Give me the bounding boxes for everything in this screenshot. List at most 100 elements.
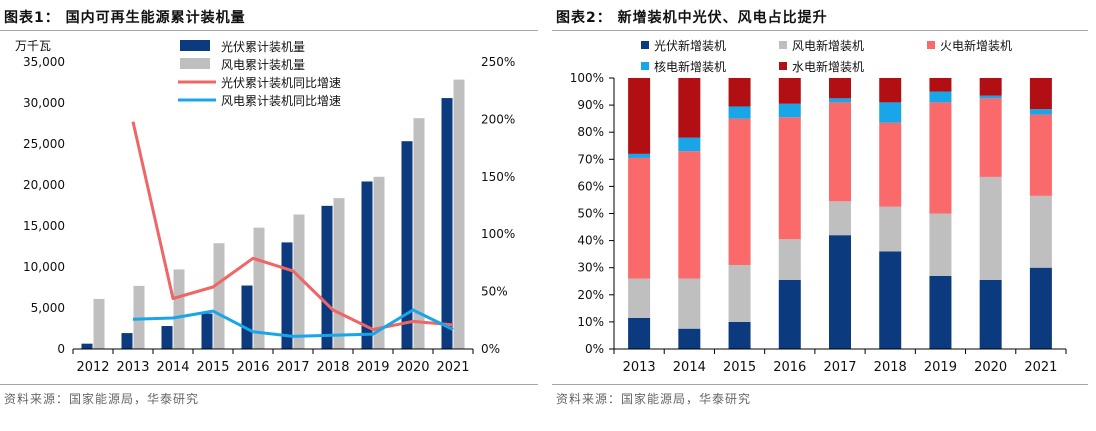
wind-bar: [213, 243, 225, 349]
solar-share-bar: [778, 279, 801, 349]
wind-share-bar: [728, 264, 751, 322]
wind-bar: [133, 285, 145, 349]
nuclear-share-bar: [929, 91, 952, 103]
wind-share-bar: [678, 278, 701, 329]
new-capacity-share-panel: 图表2： 新增装机中光伏、风电占比提升 0% 10% 20% 30% 40% 50% 60%…: [552, 0, 1096, 431]
hydro-share-bar: [728, 78, 751, 107]
y-tick-label: 70%: [577, 152, 604, 166]
wind-bar: [373, 176, 385, 349]
right-y-tick-label: 150%: [481, 170, 515, 184]
nuclear-share-bar: [628, 153, 651, 158]
thermal-share-bar: [678, 151, 701, 279]
wind-growth-line: [132, 308, 454, 338]
right-y-tick-label: 200%: [481, 112, 515, 126]
hydro-share-bar: [778, 78, 801, 104]
new-capacity-share-chart: 0% 10% 20% 30% 40% 50% 60% 70% 80% 90% 100% 2013 201…: [570, 38, 1067, 375]
hydro-share-bar: [879, 78, 902, 103]
thermal-share-bar: [829, 102, 851, 202]
x-tick-label: 2018: [316, 360, 349, 375]
x-tick-label: 2013: [623, 360, 656, 375]
x-tick-label: 2020: [974, 360, 1007, 375]
nuclear-share-bar: [879, 102, 902, 123]
wind-share-bar: [879, 206, 902, 252]
wind-bar: [253, 227, 265, 349]
legend-swatch: [927, 41, 935, 49]
installed-capacity-panel: 图表1： 国内可再生能源累计装机量 万千瓦 0 5,000 10,000 15,000 2…: [0, 0, 546, 431]
legend-swatch: [779, 41, 787, 49]
nuclear-share-bar: [1029, 109, 1052, 115]
thermal-share-bar: [778, 117, 801, 240]
solar-bar: [361, 181, 373, 349]
hydro-share-bar: [829, 78, 851, 99]
x-tick-label: 2015: [196, 360, 229, 375]
x-tick-label: 2016: [236, 360, 269, 375]
legend-label: 风电新增装机: [792, 38, 864, 53]
thermal-share-bar: [728, 118, 751, 265]
wind-share-bar: [979, 176, 1002, 280]
installed-capacity-chart: 万千瓦 0 5,000 10,000 15,000 20,000 25,000 30,000 3…: [15, 39, 515, 375]
left-y-tick-label: 15,000: [23, 219, 65, 233]
solar-share-bar: [1029, 267, 1052, 349]
y-tick-label: 80%: [577, 125, 604, 139]
solar-share-bar: [829, 235, 851, 349]
x-tick-label: 2019: [356, 360, 389, 375]
nuclear-share-bar: [829, 98, 851, 103]
solar-share-bar: [929, 275, 952, 349]
solar-bar: [321, 205, 333, 349]
thermal-share-bar: [979, 98, 1002, 177]
thermal-share-bar: [929, 102, 952, 214]
solar-bar: [121, 333, 133, 349]
y-tick-label: 40%: [577, 234, 604, 248]
legend-swatch: [180, 40, 210, 51]
legend-swatch: [641, 62, 649, 70]
left-y-tick-label: 30,000: [23, 96, 65, 110]
legend-label: 光伏累计装机量: [221, 40, 305, 54]
x-tick-label: 2018: [874, 360, 907, 375]
x-tick-label: 2020: [396, 360, 429, 375]
legend-swatch: [779, 62, 787, 70]
left-y-tick-label: 35,000: [23, 55, 65, 69]
left-chart-title: 图表1： 国内可再生能源累计装机量: [4, 10, 246, 26]
left-y-tick-label: 25,000: [23, 137, 65, 151]
wind-share-bar: [628, 278, 651, 318]
wind-share-bar: [778, 239, 801, 280]
x-tick-label: 2013: [116, 360, 149, 375]
solar-share-bar: [678, 328, 701, 349]
solar-bar: [161, 326, 173, 349]
thermal-share-bar: [1029, 114, 1052, 196]
x-tick-label: 2021: [1024, 360, 1057, 375]
wind-bar: [93, 298, 105, 349]
x-tick-label: 2017: [823, 360, 856, 375]
nuclear-share-bar: [979, 95, 1002, 99]
legend-label: 光伏累计装机同比增速: [221, 76, 341, 90]
wind-bar: [173, 269, 185, 349]
right-y-tick-label: 50%: [481, 285, 508, 299]
solar-bar: [401, 141, 413, 349]
nuclear-share-bar: [678, 137, 701, 152]
left-y-tick-label: 10,000: [23, 260, 65, 274]
x-tick-label: 2017: [276, 360, 309, 375]
left-source-divider: [0, 384, 538, 385]
thermal-share-bar: [628, 157, 651, 279]
x-tick-label: 2012: [76, 360, 109, 375]
legend-label: 火电新增装机: [940, 38, 1012, 53]
wind-bar: [333, 198, 345, 349]
right-chart-title: 图表2： 新增装机中光伏、风电占比提升: [556, 10, 828, 26]
nuclear-share-bar: [778, 103, 801, 118]
right-title-divider: [552, 30, 1088, 31]
solar-share-bar: [628, 317, 651, 349]
solar-bar: [81, 343, 93, 349]
hydro-share-bar: [628, 78, 651, 154]
solar-bar: [281, 242, 293, 349]
wind-share-bar: [1029, 195, 1052, 268]
hydro-share-bar: [1029, 78, 1052, 110]
y-tick-label: 10%: [577, 315, 604, 329]
solar-share-bar: [979, 279, 1002, 349]
solar-share-bar: [728, 321, 751, 349]
y-tick-label: 0%: [585, 342, 604, 356]
left-y-tick-label: 5,000: [31, 301, 65, 315]
left-y-tick-label: 20,000: [23, 178, 65, 192]
left-source-note: 资料来源：国家能源局，华泰研究: [4, 392, 200, 406]
x-tick-label: 2015: [723, 360, 756, 375]
legend-label: 风电累计装机量: [221, 58, 305, 72]
